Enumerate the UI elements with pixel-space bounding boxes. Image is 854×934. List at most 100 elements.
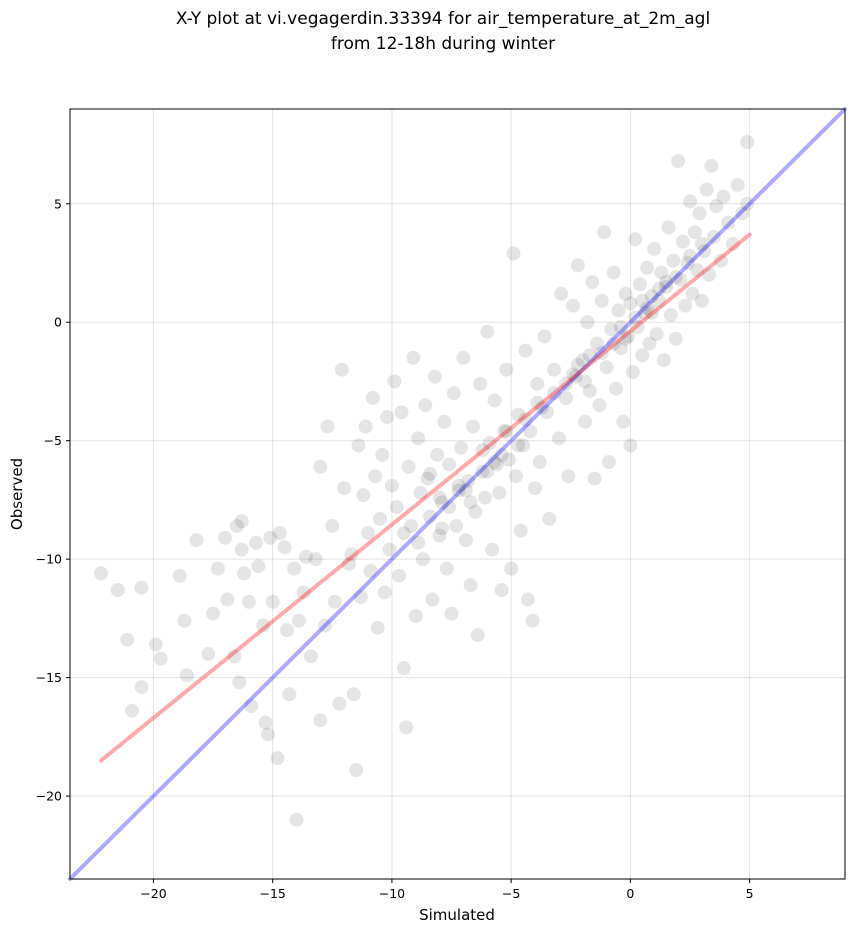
data-point-63 <box>365 391 380 406</box>
data-point-147 <box>580 315 595 330</box>
data-point-113 <box>485 542 500 557</box>
data-point-69 <box>380 410 395 424</box>
data-point-64 <box>368 469 383 484</box>
data-point-238 <box>432 490 447 505</box>
x-tick-label-1: −15 <box>259 886 285 901</box>
data-point-235 <box>683 248 697 263</box>
data-point-17 <box>227 649 242 664</box>
data-point-98 <box>449 518 464 533</box>
y-tick-label-3: −5 <box>44 433 62 448</box>
chart-title-line-2: from 12-18h during winter <box>331 34 555 54</box>
data-point-202 <box>709 199 724 214</box>
data-point-100 <box>454 440 469 455</box>
data-point-174 <box>642 336 657 351</box>
x-tick-label-4: 0 <box>626 886 634 901</box>
data-point-119 <box>499 362 514 377</box>
data-point-115 <box>489 457 504 472</box>
data-point-166 <box>623 296 638 311</box>
data-point-152 <box>592 398 607 413</box>
data-point-197 <box>697 244 712 259</box>
data-point-182 <box>661 220 676 235</box>
data-point-153 <box>594 293 609 308</box>
data-point-246 <box>668 270 683 285</box>
data-point-223 <box>606 336 621 351</box>
data-point-102 <box>458 533 473 548</box>
data-point-59 <box>356 488 371 503</box>
data-point-39 <box>291 613 306 628</box>
data-point-92 <box>435 495 449 510</box>
data-point-171 <box>635 348 650 363</box>
data-point-33 <box>272 526 287 541</box>
data-point-214 <box>463 495 478 510</box>
data-point-109 <box>475 464 490 479</box>
data-point-91 <box>432 528 447 543</box>
data-point-211 <box>423 466 438 481</box>
data-point-57 <box>351 438 366 453</box>
data-point-9 <box>177 613 192 628</box>
data-point-137 <box>547 362 562 377</box>
data-point-145 <box>575 353 590 368</box>
data-point-21 <box>234 542 249 557</box>
data-point-24 <box>244 699 259 714</box>
data-point-224 <box>628 310 643 325</box>
data-point-177 <box>649 327 664 342</box>
data-point-219 <box>535 400 550 415</box>
data-point-184 <box>666 253 681 268</box>
data-point-160 <box>611 303 626 318</box>
data-point-183 <box>663 308 678 323</box>
data-point-128 <box>520 592 535 607</box>
data-point-18 <box>229 518 244 533</box>
data-point-155 <box>599 360 614 375</box>
data-point-140 <box>559 391 573 406</box>
data-point-38 <box>289 812 304 827</box>
data-point-220 <box>547 386 562 401</box>
data-point-212 <box>435 521 449 536</box>
data-point-14 <box>210 561 225 576</box>
data-point-31 <box>265 594 280 609</box>
data-point-37 <box>287 561 302 576</box>
data-point-88 <box>425 592 440 607</box>
data-point-163 <box>618 286 633 301</box>
data-point-61 <box>361 526 376 541</box>
data-point-15 <box>218 530 232 545</box>
data-point-58 <box>353 590 368 605</box>
data-point-99 <box>451 483 466 498</box>
data-point-23 <box>241 594 256 609</box>
data-point-168 <box>628 232 643 247</box>
data-point-240 <box>494 447 509 462</box>
data-point-73 <box>389 500 404 515</box>
data-point-12 <box>201 646 216 661</box>
data-point-71 <box>384 478 399 493</box>
data-point-84 <box>415 552 430 567</box>
data-point-66 <box>373 511 387 526</box>
data-point-19 <box>232 675 247 690</box>
data-point-195 <box>692 206 707 221</box>
data-point-170 <box>632 277 647 292</box>
data-point-108 <box>473 376 488 391</box>
data-point-146 <box>578 414 593 429</box>
data-point-118 <box>497 424 511 439</box>
data-point-208 <box>735 206 750 221</box>
data-point-1 <box>110 582 125 597</box>
data-point-8 <box>172 568 187 583</box>
data-point-0 <box>94 566 108 581</box>
data-point-22 <box>237 566 252 581</box>
data-point-43 <box>308 552 323 567</box>
data-point-89 <box>427 369 442 384</box>
data-point-200 <box>704 158 719 173</box>
data-point-13 <box>206 606 221 621</box>
data-point-227 <box>442 500 457 515</box>
data-point-167 <box>625 364 640 379</box>
data-point-181 <box>659 279 674 294</box>
data-point-112 <box>482 436 497 451</box>
data-point-27 <box>256 618 271 633</box>
data-point-123 <box>508 469 523 484</box>
data-point-93 <box>437 414 452 429</box>
data-point-11 <box>189 533 204 548</box>
data-point-16 <box>220 592 235 607</box>
data-point-154 <box>597 225 612 240</box>
data-point-191 <box>683 194 697 209</box>
data-point-44 <box>313 459 328 474</box>
data-point-138 <box>551 431 566 446</box>
data-point-169 <box>630 319 645 334</box>
